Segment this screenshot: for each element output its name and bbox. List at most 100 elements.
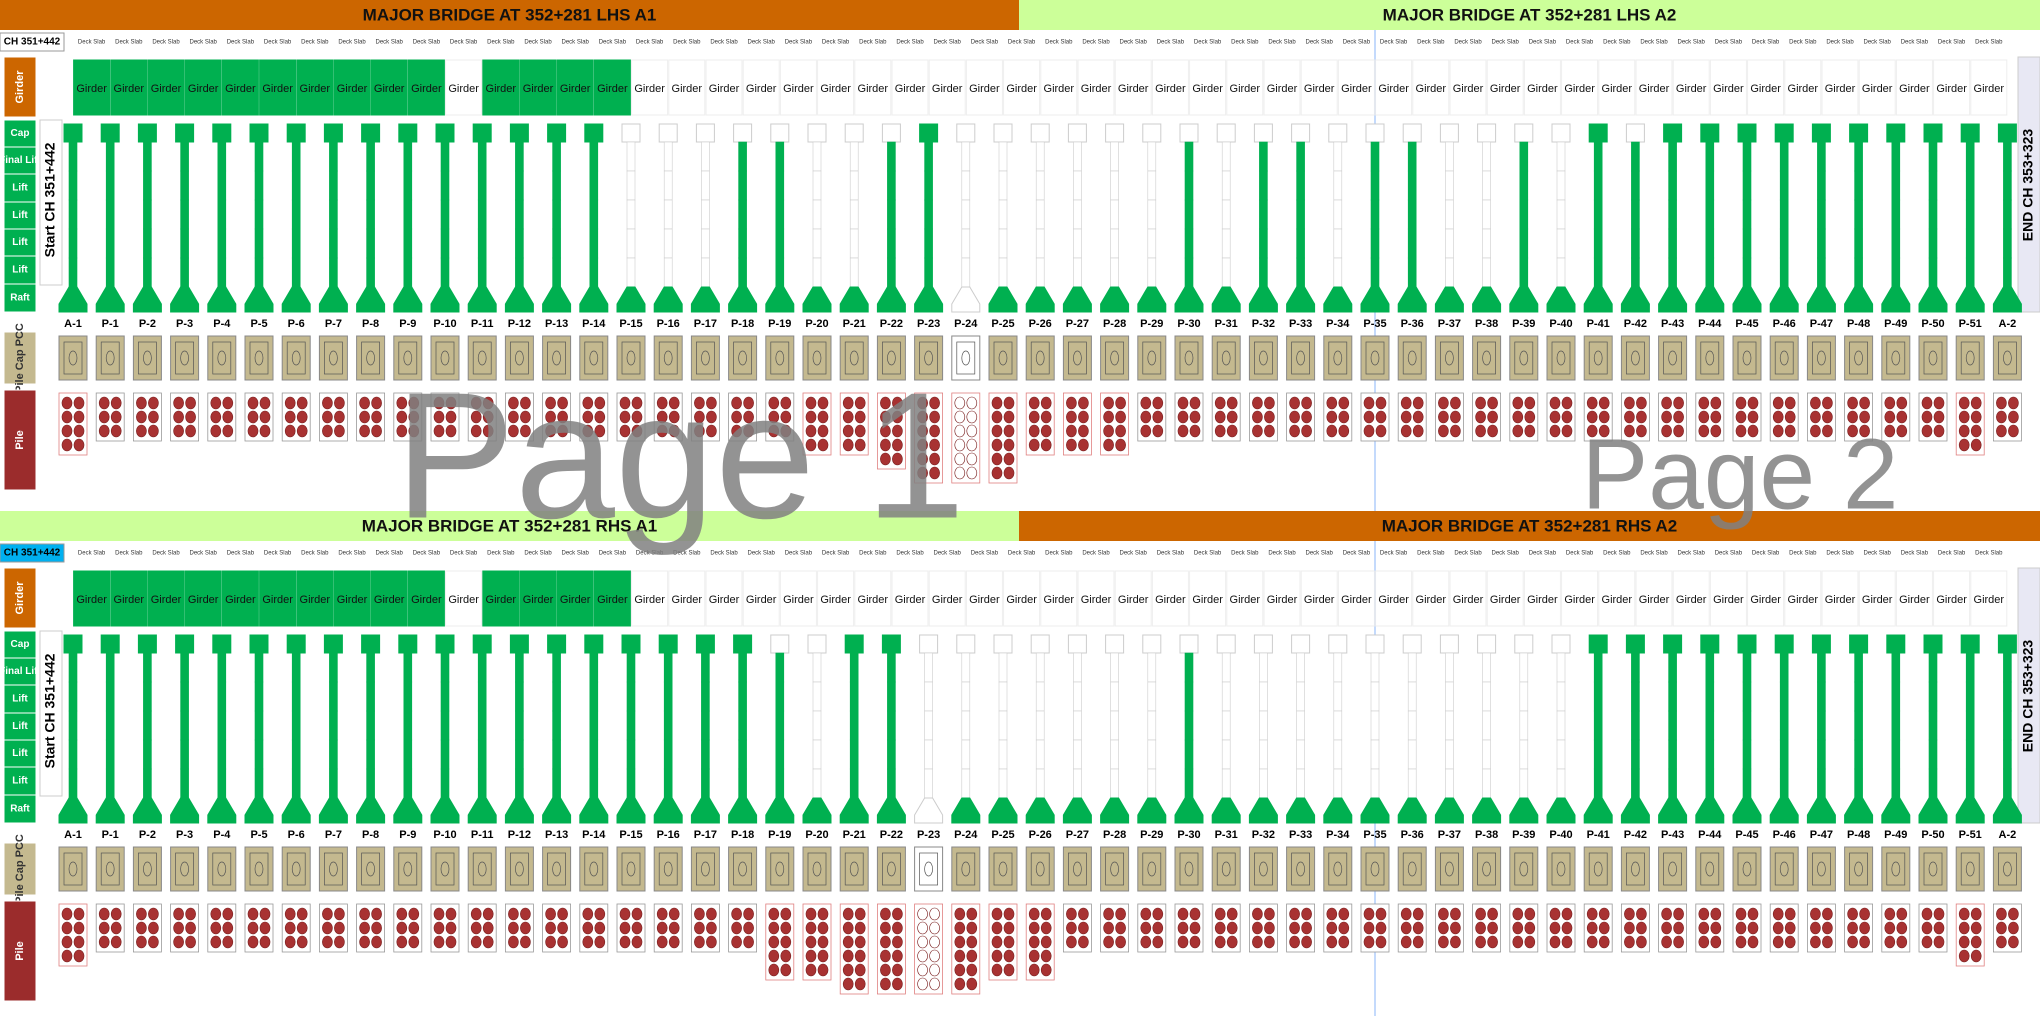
start-cell xyxy=(39,119,63,286)
pile xyxy=(445,396,457,410)
pile xyxy=(110,424,122,438)
pile xyxy=(1152,935,1164,949)
girder-label: Girder xyxy=(1453,594,1484,606)
pile-cap-core xyxy=(217,861,227,877)
girder-cell xyxy=(1114,570,1152,627)
pier-lift xyxy=(738,170,747,201)
pier-cap xyxy=(1551,123,1571,143)
pile xyxy=(1003,424,1015,438)
pier-raft xyxy=(839,286,869,313)
row-label-cell xyxy=(3,794,37,824)
pile xyxy=(470,921,482,935)
pier-lift xyxy=(1556,681,1566,712)
pier-lift xyxy=(1631,141,1640,172)
pile xyxy=(954,977,966,991)
pile xyxy=(842,424,854,438)
pile xyxy=(1661,935,1672,949)
deck-slab-label: Deck Slab xyxy=(1231,551,1259,557)
pile xyxy=(1326,921,1338,935)
pile xyxy=(520,921,531,935)
pier-raft xyxy=(1806,286,1836,313)
girder-label: Girder xyxy=(1974,83,2005,95)
pier-lift xyxy=(403,228,413,259)
pier-lift xyxy=(1965,681,1975,712)
pier-lift xyxy=(738,739,747,770)
deck-slab-label: Deck Slab xyxy=(1678,40,1706,46)
pier-lift xyxy=(1184,768,1194,799)
deck-slab-label: Deck Slab xyxy=(450,40,478,46)
pier-raft xyxy=(1137,286,1167,313)
pile-cap xyxy=(1806,335,1836,381)
pier-label: P-47 xyxy=(1810,318,1833,330)
pile-cap-inner xyxy=(658,341,678,375)
pile-cap-core xyxy=(1370,350,1380,366)
pile xyxy=(1115,424,1126,438)
pier-lift xyxy=(849,652,859,683)
pile-cap-inner xyxy=(696,341,715,375)
pile xyxy=(991,438,1003,452)
pile xyxy=(1487,396,1498,410)
pile xyxy=(470,396,482,410)
pile xyxy=(594,410,606,424)
pile xyxy=(1028,438,1040,452)
deck-slab-label: Deck Slab xyxy=(710,40,738,46)
pile xyxy=(1189,921,1201,935)
pile xyxy=(1363,424,1375,438)
girder-label: Girder xyxy=(486,83,517,95)
pile xyxy=(1784,921,1796,935)
pier-lift xyxy=(366,652,375,683)
pile-cap-core xyxy=(403,350,413,366)
pile xyxy=(1264,907,1275,921)
pile xyxy=(98,410,110,424)
pier-cap xyxy=(1811,634,1831,654)
pier-raft xyxy=(1360,286,1390,313)
pile xyxy=(1400,396,1412,410)
row-label-cell xyxy=(3,389,37,491)
pile-cap-inner xyxy=(1998,852,2017,886)
pile-cap xyxy=(1137,846,1167,892)
pier-raft xyxy=(356,797,386,824)
pile xyxy=(210,410,222,424)
pile xyxy=(1028,963,1040,977)
girder-cell xyxy=(259,570,297,627)
pile-cap xyxy=(1732,846,1762,892)
pile xyxy=(433,921,445,935)
pile-cap-core xyxy=(961,350,971,366)
pile-cap xyxy=(951,846,981,892)
pier-lift xyxy=(1221,739,1231,770)
pile xyxy=(173,410,184,424)
pier-label: P-42 xyxy=(1624,829,1647,841)
row-label-cell xyxy=(3,56,37,118)
pile xyxy=(1735,424,1747,438)
pier-lift xyxy=(2003,652,2012,683)
girder-cell xyxy=(1933,59,1971,116)
pier-lift xyxy=(552,228,561,259)
pile xyxy=(322,396,333,410)
pile xyxy=(1970,935,1982,949)
pile xyxy=(296,935,308,949)
girder-cell xyxy=(333,59,371,116)
pile xyxy=(1066,921,1077,935)
pier-lift xyxy=(217,199,227,230)
girder-label: Girder xyxy=(411,83,442,95)
pile xyxy=(1115,907,1126,921)
pile xyxy=(2008,396,2019,410)
pile xyxy=(98,935,110,949)
pier-lift xyxy=(775,681,785,712)
pile-cap xyxy=(1806,846,1836,892)
pier-lift xyxy=(1333,681,1343,712)
girder-label: Girder xyxy=(932,594,963,606)
girder-cell xyxy=(1449,59,1487,116)
pier-raft xyxy=(1360,797,1390,824)
pier-lift xyxy=(775,739,785,770)
pier-cap xyxy=(658,634,678,654)
pile-cap-core xyxy=(254,861,264,877)
pier-cap xyxy=(1960,123,1980,143)
pile-cap xyxy=(802,846,832,892)
pile xyxy=(110,935,122,949)
girder-label: Girder xyxy=(1974,594,2005,606)
pile xyxy=(656,410,668,424)
pier-lift xyxy=(180,228,189,259)
pier-lift xyxy=(812,768,822,799)
girder-label: Girder xyxy=(1118,594,1149,606)
